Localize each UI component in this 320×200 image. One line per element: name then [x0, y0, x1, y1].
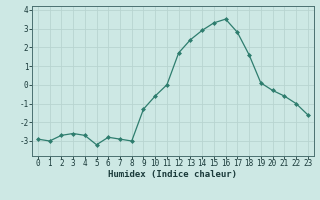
X-axis label: Humidex (Indice chaleur): Humidex (Indice chaleur) [108, 170, 237, 179]
